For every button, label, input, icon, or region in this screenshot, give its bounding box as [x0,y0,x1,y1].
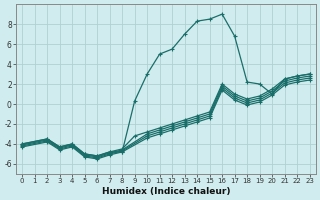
X-axis label: Humidex (Indice chaleur): Humidex (Indice chaleur) [102,187,230,196]
